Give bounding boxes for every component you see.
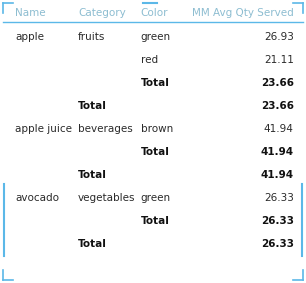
Text: Total: Total [78, 170, 107, 180]
Text: 41.94: 41.94 [261, 170, 294, 180]
Text: 41.94: 41.94 [264, 124, 294, 134]
Text: fruits: fruits [78, 32, 105, 42]
Text: green: green [141, 193, 171, 203]
Text: Color: Color [141, 8, 168, 18]
Text: Name: Name [15, 8, 46, 18]
Text: 23.66: 23.66 [261, 78, 294, 88]
Text: red: red [141, 55, 158, 65]
Text: 23.66: 23.66 [261, 101, 294, 111]
Text: Total: Total [141, 147, 170, 157]
Text: brown: brown [141, 124, 173, 134]
Text: 26.93: 26.93 [264, 32, 294, 42]
Text: Total: Total [141, 78, 170, 88]
Text: 21.11: 21.11 [264, 55, 294, 65]
Text: green: green [141, 32, 171, 42]
Text: Total: Total [78, 101, 107, 111]
Text: MM Avg Qty Served: MM Avg Qty Served [192, 8, 294, 18]
Text: apple juice: apple juice [15, 124, 72, 134]
Text: avocado: avocado [15, 193, 59, 203]
Text: apple: apple [15, 32, 44, 42]
Text: 41.94: 41.94 [261, 147, 294, 157]
Text: Category: Category [78, 8, 126, 18]
Text: 26.33: 26.33 [261, 239, 294, 249]
Text: Total: Total [78, 239, 107, 249]
Text: 26.33: 26.33 [261, 216, 294, 226]
Text: beverages: beverages [78, 124, 133, 134]
Text: Total: Total [141, 216, 170, 226]
Text: 26.33: 26.33 [264, 193, 294, 203]
Text: vegetables: vegetables [78, 193, 136, 203]
